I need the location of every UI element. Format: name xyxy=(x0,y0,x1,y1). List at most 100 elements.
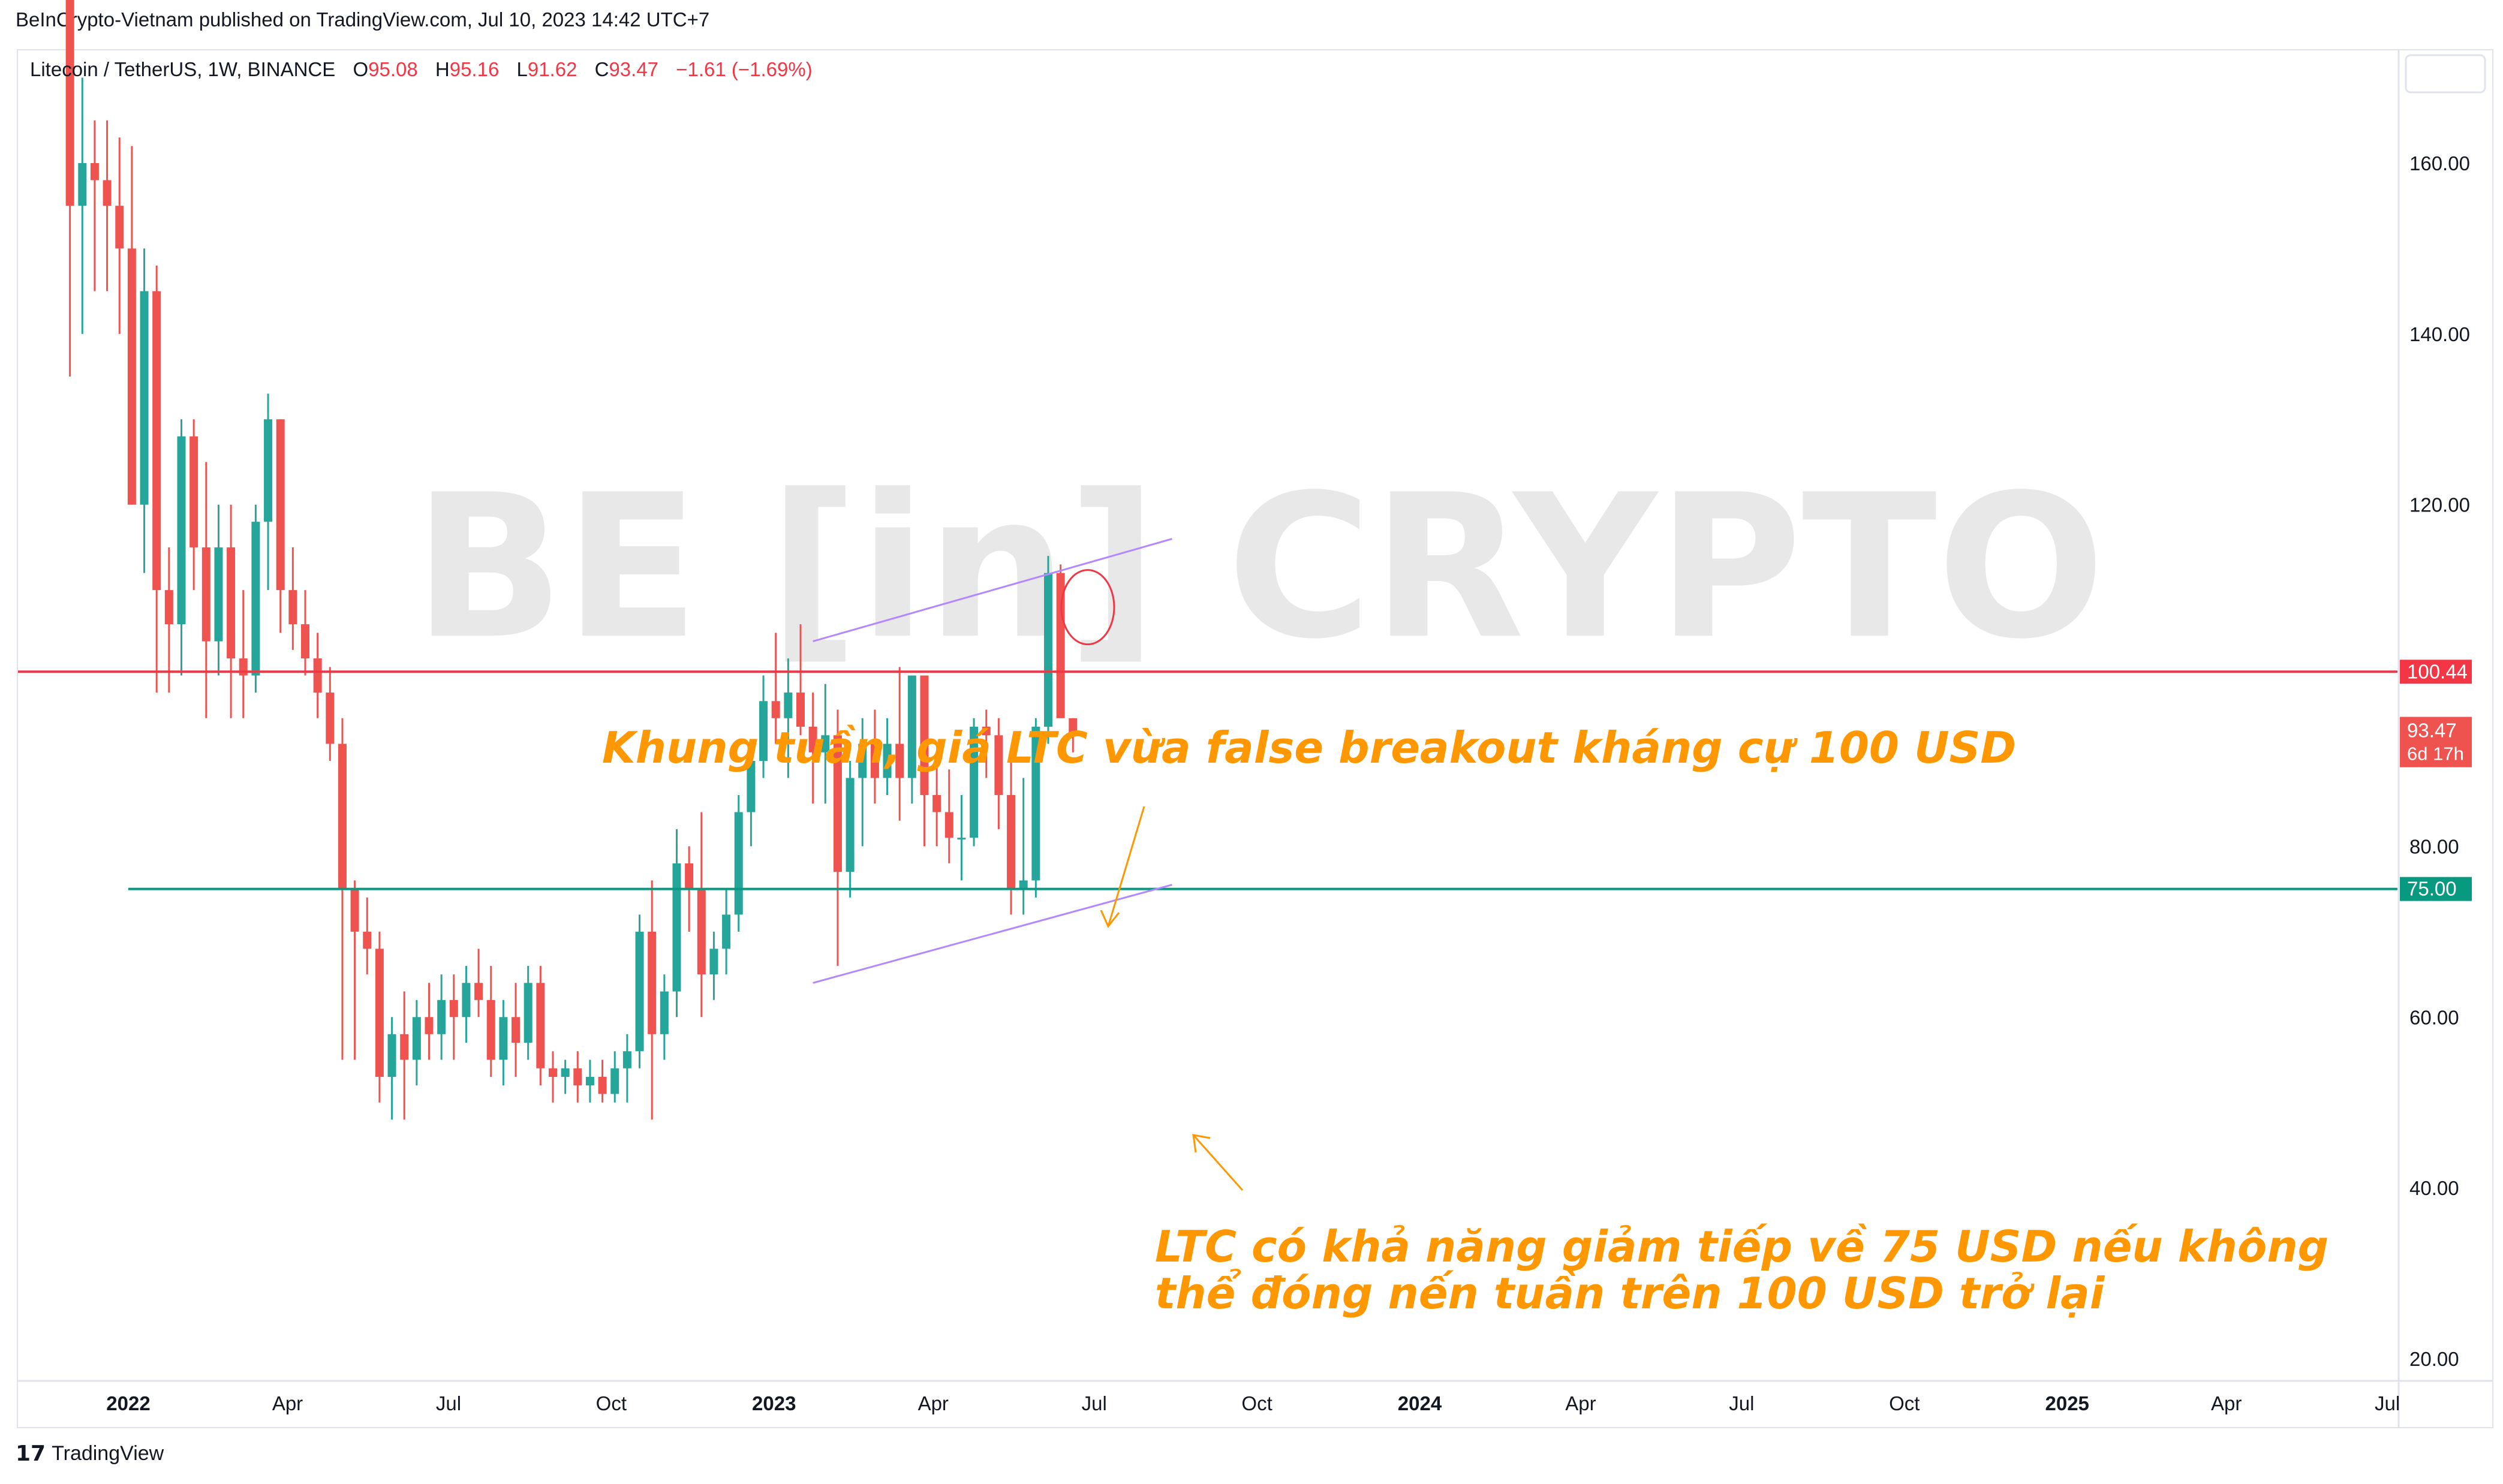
candle xyxy=(722,889,731,975)
candle xyxy=(152,265,161,693)
candle-body xyxy=(635,931,644,1052)
candle-body xyxy=(338,743,347,889)
candle xyxy=(499,1000,508,1086)
annotation-forecast-line2: thể đóng nến tuần trên 100 USD trở lại xyxy=(1155,1268,2105,1319)
candle xyxy=(189,419,198,591)
candle xyxy=(363,897,372,975)
candle-body xyxy=(622,1051,631,1068)
candle-body xyxy=(585,1076,594,1086)
drawings xyxy=(18,538,2397,984)
candle xyxy=(65,0,74,377)
time-tick-label: Jul xyxy=(2375,1392,2400,1414)
candle xyxy=(920,675,929,847)
candle-body xyxy=(970,727,979,838)
tradingview-footer[interactable]: 17 TradingView xyxy=(16,1441,164,1466)
candle xyxy=(635,914,644,1068)
candle-body xyxy=(1019,880,1028,889)
candle xyxy=(771,633,780,744)
candle xyxy=(177,419,186,676)
candle xyxy=(622,1034,631,1103)
symbol-legend[interactable]: Litecoin / TetherUS, 1W, BINANCE O95.08 … xyxy=(30,58,813,80)
candle xyxy=(350,880,359,1060)
channel-upper-line xyxy=(813,538,1172,643)
time-axis[interactable]: 2022 Apr Jul Oct 2023 Apr Jul Oct 2024 Apr Jul Oct 2… xyxy=(106,1392,2400,1414)
time-tick-label: Apr xyxy=(1565,1392,1596,1414)
price-axis[interactable]: 20.00 40.00 60.00 80.00 120.00 140.00 160.00 18… xyxy=(2409,0,2470,1370)
candle-body xyxy=(425,1017,434,1034)
candle xyxy=(78,77,87,334)
price-scale-button[interactable] xyxy=(2405,54,2486,94)
candle xyxy=(239,590,248,718)
candle xyxy=(227,504,236,718)
candle xyxy=(883,718,892,795)
candle xyxy=(127,146,136,505)
price-tick-label: 160.00 xyxy=(2409,152,2470,174)
candle-body xyxy=(115,206,124,249)
candle-body xyxy=(932,794,941,812)
ohlc-low-label: L xyxy=(516,58,527,80)
candle xyxy=(536,965,545,1086)
candle xyxy=(648,880,657,1120)
candle xyxy=(907,675,916,804)
candle-body xyxy=(189,436,198,547)
candle-body xyxy=(1007,794,1016,889)
candle-body xyxy=(499,1017,508,1060)
candle xyxy=(437,974,446,1060)
highlight-circle xyxy=(1060,569,1115,646)
candle-body xyxy=(486,1000,495,1060)
candle xyxy=(549,1051,557,1103)
candle-body xyxy=(1031,727,1040,881)
candle-body xyxy=(65,0,74,206)
price-tick-label: 20.00 xyxy=(2409,1348,2459,1370)
candle-body xyxy=(895,743,904,778)
candle-body xyxy=(994,735,1003,795)
candle-body xyxy=(251,522,260,676)
candle-body xyxy=(127,248,136,505)
candle-body xyxy=(685,863,694,889)
price-tick-label: 120.00 xyxy=(2409,494,2470,516)
current-price-tag: 93.47 xyxy=(2407,720,2457,742)
candle xyxy=(1056,564,1065,718)
ohlc-high-value: 95.16 xyxy=(450,58,500,80)
candle xyxy=(1019,778,1028,915)
time-tick-label: 2025 xyxy=(2045,1392,2089,1414)
candle-body xyxy=(363,931,372,949)
support-price-tag: 75.00 xyxy=(2407,878,2457,900)
annotation-breakout: Khung tuần, giá LTC vừa false breakout k… xyxy=(602,723,2016,773)
candle-body xyxy=(672,863,681,992)
candle xyxy=(276,419,285,633)
time-tick-label: Jul xyxy=(436,1392,461,1414)
ohlc-high-label: H xyxy=(435,58,450,80)
candle xyxy=(1069,718,1078,752)
candle-body xyxy=(90,162,99,180)
candle xyxy=(660,974,669,1060)
candle-body xyxy=(375,949,384,1077)
price-tick-label: 140.00 xyxy=(2409,323,2470,345)
time-tick-label: Oct xyxy=(1241,1392,1272,1414)
candle xyxy=(561,1059,570,1094)
candle-body xyxy=(462,983,471,1018)
candle-body xyxy=(350,889,359,932)
resistance-price-tag: 100.44 xyxy=(2407,660,2468,682)
candle-body xyxy=(400,1034,409,1060)
annotation-forecast-line1: LTC có khả năng giảm tiếp về 75 USD nếu … xyxy=(1155,1221,2328,1272)
candle xyxy=(808,693,817,804)
candle-body xyxy=(833,735,842,872)
candle xyxy=(734,794,743,932)
candle xyxy=(672,829,681,1018)
candle-body xyxy=(227,547,236,659)
candle xyxy=(524,965,533,1060)
candle-body xyxy=(177,436,186,625)
candle xyxy=(326,667,335,761)
ohlc-low-value: 91.62 xyxy=(528,58,577,80)
candle-body xyxy=(449,1000,458,1018)
annotation-arrow-breakout xyxy=(1100,806,1145,928)
candle xyxy=(103,120,112,291)
candle xyxy=(387,1017,396,1120)
time-tick-label: 2022 xyxy=(106,1392,150,1414)
candle xyxy=(932,760,941,847)
candle-body xyxy=(771,701,780,718)
candle-body xyxy=(214,547,223,642)
candle-body xyxy=(697,889,706,975)
